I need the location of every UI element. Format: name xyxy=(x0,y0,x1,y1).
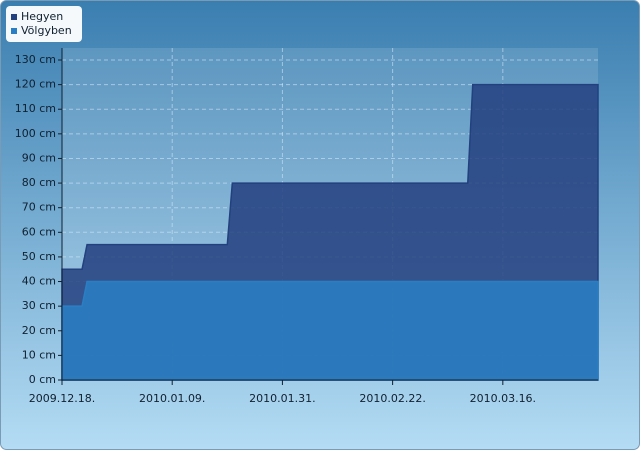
x-tick-label: 2009.12.18. xyxy=(29,392,95,405)
y-tick-label: 80 cm xyxy=(22,176,56,189)
y-tick-label: 30 cm xyxy=(22,299,56,312)
y-tick-label: 60 cm xyxy=(22,225,56,238)
y-tick-label: 0 cm xyxy=(29,373,56,386)
legend-label: Hegyen xyxy=(21,10,63,23)
y-tick-label: 100 cm xyxy=(15,127,56,140)
legend-label: Völgyben xyxy=(21,24,72,37)
x-tick-label: 2010.03.16. xyxy=(470,392,536,405)
y-tick-label: 20 cm xyxy=(22,324,56,337)
x-tick-label: 2010.02.22. xyxy=(359,392,425,405)
y-tick-label: 10 cm xyxy=(22,348,56,361)
x-tick-label: 2010.01.09. xyxy=(139,392,205,405)
y-tick-label: 110 cm xyxy=(15,102,56,115)
legend-marker xyxy=(11,14,17,20)
y-tick-label: 70 cm xyxy=(22,201,56,214)
y-tick-label: 50 cm xyxy=(22,250,56,263)
y-tick-label: 40 cm xyxy=(22,275,56,288)
y-tick-label: 120 cm xyxy=(15,78,56,91)
area xyxy=(61,280,599,381)
y-tick-label: 90 cm xyxy=(22,151,56,164)
x-tick-label: 2010.01.31. xyxy=(249,392,315,405)
legend-marker xyxy=(11,28,17,34)
legend-box xyxy=(6,6,82,42)
y-tick-label: 130 cm xyxy=(15,53,56,66)
